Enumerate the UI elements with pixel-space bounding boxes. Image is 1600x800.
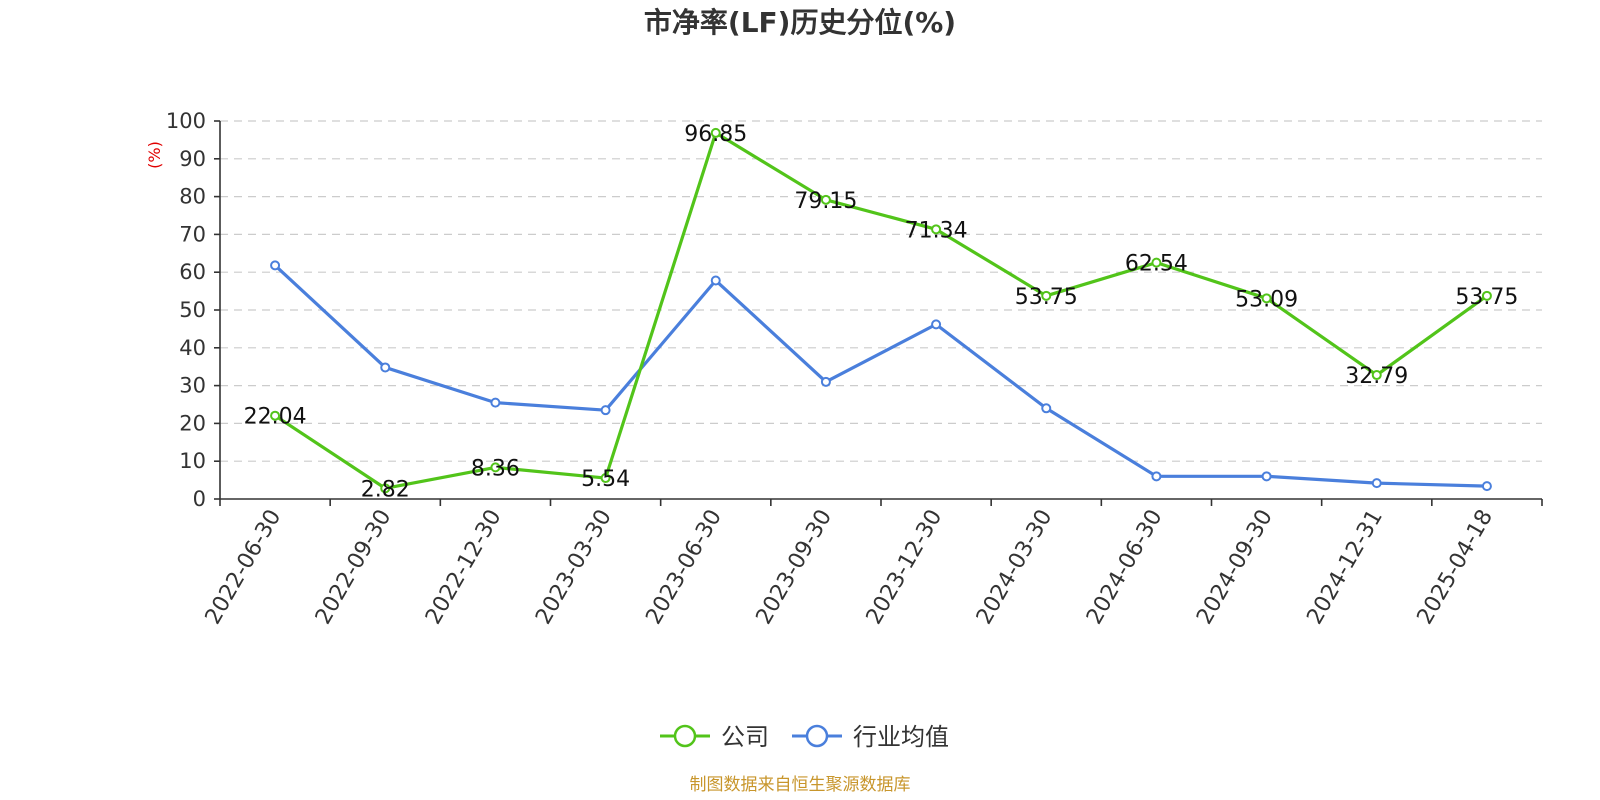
data-point[interactable] [380,362,391,373]
data-point[interactable] [1371,370,1382,381]
data-label: 5.54 [581,467,630,492]
data-label: 22.04 [244,405,307,430]
y-tick-label: 40 [179,336,206,360]
chart-title: 市净率(LF)历史分位(%) [644,6,956,39]
data-label: 53.75 [1455,285,1518,310]
data-point[interactable] [1151,257,1162,268]
data-point[interactable] [931,224,942,235]
data-point[interactable] [820,376,831,387]
legend-marker [673,724,697,748]
data-label: 2.82 [361,477,410,502]
data-point[interactable] [710,127,721,138]
y-tick-label: 20 [179,411,206,435]
data-point[interactable] [600,405,611,416]
legend-label[interactable]: 公司 [721,723,769,751]
data-label: 8.36 [471,456,520,481]
data-point[interactable] [490,462,501,473]
data-label: 62.54 [1125,252,1188,277]
data-label: 96.85 [684,122,747,147]
data-point[interactable] [380,483,391,494]
data-point[interactable] [1041,290,1052,301]
data-point[interactable] [1481,290,1492,301]
data-point[interactable] [270,410,281,421]
x-tick-label: 2022-12-30 [421,505,507,628]
data-point[interactable] [270,260,281,271]
data-label: 79.15 [794,189,857,214]
data-label-layer: 22.04 2.82 8.36 5.54 96.85 79.15 71.34 53.75 62.… [244,122,1519,502]
data-label: 32.79 [1345,364,1408,389]
data-point[interactable] [820,194,831,205]
x-tick-label: 2025-04-18 [1413,506,1499,629]
legend[interactable]: 公司 行业均值 [660,723,949,751]
data-point[interactable] [1151,471,1162,482]
y-tick-label: 50 [179,298,206,322]
x-tick-label: 2023-03-30 [531,506,617,629]
data-point[interactable] [1041,403,1052,414]
x-tick-label: 2023-09-30 [752,506,838,629]
legend-label[interactable]: 行业均值 [853,723,949,751]
data-label: 53.75 [1015,285,1078,310]
y-tick-label: 80 [179,185,206,209]
y-tick-label: 0 [193,487,206,511]
series-line-1 [273,264,1487,488]
y-tick-label: 90 [179,147,206,171]
data-point[interactable] [600,473,611,484]
x-tick-label: 2024-09-30 [1192,506,1278,629]
data-point[interactable] [1261,293,1272,304]
x-tick-label: 2022-09-30 [311,506,397,629]
data-point[interactable] [1481,481,1492,492]
x-tick-label: 2024-12-31 [1302,506,1388,629]
grid-layer [220,120,1542,462]
x-tick-label: 2023-12-30 [862,505,948,628]
source-note: 制图数据来自恒生聚源数据库 [690,775,911,795]
x-tick-label: 2024-03-30 [972,506,1058,629]
data-point[interactable] [1261,471,1272,482]
x-tick-label: 2024-06-30 [1082,506,1168,629]
data-point[interactable] [710,275,721,286]
data-point[interactable] [490,397,501,408]
x-tick-label: 2023-06-30 [641,506,727,629]
series-line-0 [274,131,1488,490]
y-tick-label: 10 [179,449,206,473]
series-layer [270,127,1492,494]
y-tick-label: 100 [166,109,206,133]
y-tick-label: 70 [179,222,206,246]
data-point[interactable] [931,319,942,330]
data-point[interactable] [1371,478,1382,489]
y-tick-label: 60 [179,260,206,284]
data-label: 53.09 [1235,287,1298,312]
legend-marker [805,724,829,748]
data-label: 71.34 [905,218,968,243]
x-tick-label: 2022-06-30 [201,506,287,629]
y-tick-label: 30 [179,374,206,398]
y-axis-label: (%) [145,141,164,169]
